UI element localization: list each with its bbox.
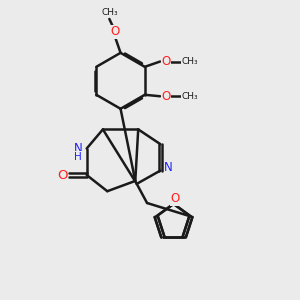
Text: N: N — [164, 161, 173, 174]
Text: CH₃: CH₃ — [181, 57, 198, 66]
Text: O: O — [57, 169, 68, 182]
Text: O: O — [170, 192, 179, 205]
Text: O: O — [161, 55, 171, 68]
Text: O: O — [111, 25, 120, 38]
Text: CH₃: CH₃ — [101, 8, 118, 17]
Text: H: H — [74, 152, 82, 162]
Text: N: N — [74, 142, 82, 155]
Text: CH₃: CH₃ — [181, 92, 198, 101]
Text: O: O — [161, 90, 171, 103]
